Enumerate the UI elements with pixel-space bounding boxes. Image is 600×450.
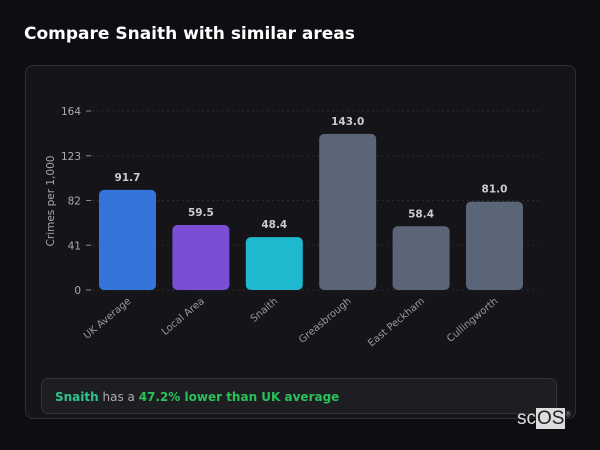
x-tick-label: Local Area [160,296,207,338]
y-tick-label: 0 [74,285,81,297]
x-tick-label: UK Average [82,296,134,342]
y-tick-label: 123 [61,151,81,163]
value-label: 91.7 [115,172,141,184]
page-title: Compare Snaith with similar areas [24,24,355,44]
x-tick-label: East Peckham [366,296,427,349]
scos-logo: scOS® [517,408,571,429]
value-label: 58.4 [408,208,434,220]
summary-box: Snaith has a 47.2% lower than UK average [41,378,557,414]
summary-area: Snaith [55,390,99,404]
value-label: 81.0 [482,184,508,196]
bar-greasbrough[interactable] [319,133,377,290]
bar-snaith[interactable] [245,237,303,290]
y-tick-label: 164 [61,106,81,118]
x-tick-label: Cullingworth [445,296,500,345]
value-label: 143.0 [331,116,364,128]
bar-cullingworth[interactable] [466,201,523,290]
bar-local-area[interactable] [172,225,230,290]
value-label: 59.5 [188,207,214,219]
bar-east-peckham[interactable] [392,226,450,290]
x-tick-label: Snaith [249,296,280,325]
summary-text: has a [98,390,139,404]
bar-uk-average[interactable] [99,189,156,290]
x-tick-label: Greasbrough [297,296,353,346]
summary-comparison: 47.2% lower than UK average [138,390,340,404]
y-tick-label: 41 [68,240,81,252]
y-tick-label: 82 [68,196,81,208]
value-label: 48.4 [261,219,287,231]
y-axis-label: Crimes per 1,000 [45,156,57,247]
